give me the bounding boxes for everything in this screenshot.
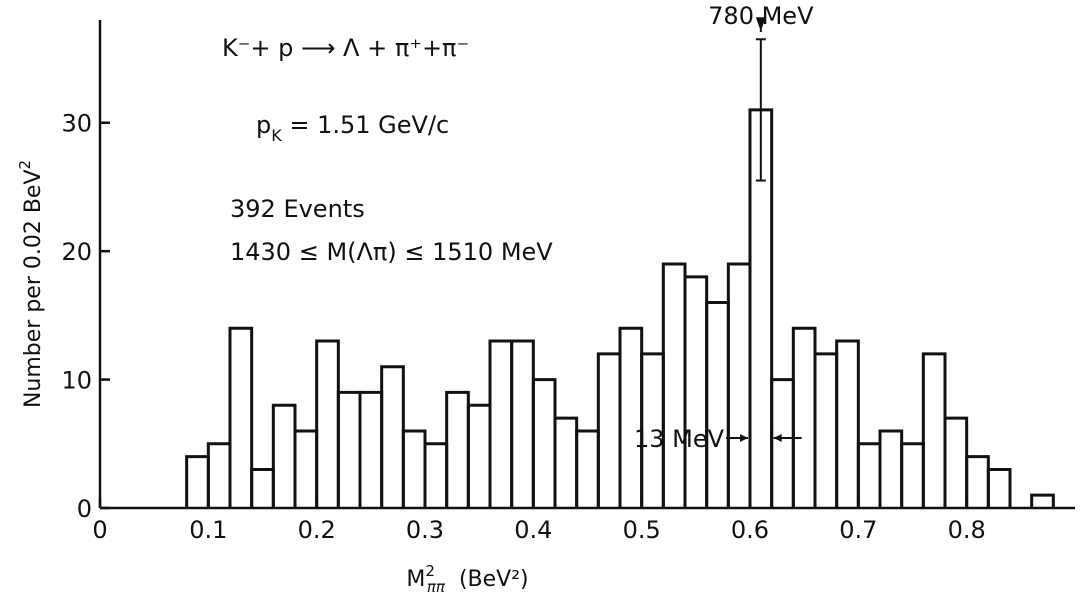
histogram-bar: [423, 442, 449, 508]
x-tick-label: 0: [92, 516, 107, 544]
histogram-bar: [726, 262, 752, 508]
x-tick-label: 0.1: [189, 516, 227, 544]
histogram-bar: [488, 339, 514, 508]
histogram-bar: [336, 390, 362, 508]
resolution-label: 13 MeV: [634, 425, 725, 453]
y-tick-label: 0: [77, 495, 92, 523]
x-tick-label: 0.6: [731, 516, 769, 544]
histogram-bar: [553, 416, 579, 508]
x-axis-title: M2 ππ (BeV²): [406, 562, 528, 595]
histogram-bar: [965, 455, 990, 508]
histogram-bar: [575, 429, 600, 508]
histogram-bar: [770, 378, 795, 508]
histogram-bar: [921, 352, 947, 508]
histogram-bar: [900, 442, 925, 508]
histogram-bar: [466, 403, 492, 508]
histogram-bar: [705, 301, 730, 508]
histogram-bar: [835, 339, 860, 508]
x-tick-label: 0.4: [514, 516, 552, 544]
histogram-bar: [401, 429, 427, 508]
reaction-label: K⁻+ p ⟶ Λ + π⁺+π⁻: [222, 34, 469, 62]
resolution-arrow-left-head: [740, 434, 748, 442]
histogram-bar: [531, 378, 557, 508]
resolution-annotation: 13 MeV: [634, 422, 802, 454]
peak-arrow-head: [755, 17, 766, 32]
histogram-marks: [185, 38, 1055, 508]
histogram-bar: [683, 275, 709, 508]
y-tick-label: 30: [61, 110, 92, 138]
histogram-bar: [596, 352, 622, 508]
histogram-bar: [986, 467, 1012, 508]
histogram-bar: [380, 365, 405, 508]
histogram-bar: [618, 326, 644, 508]
ticks: 0 0.1 0.2 0.3 0.4 0.5 0.6 0.7 0.8 0 10 20 30: [61, 110, 985, 544]
histogram-bar: [445, 390, 470, 508]
histogram-bar: [250, 467, 275, 508]
histogram-bar: [813, 352, 839, 508]
histogram-bar: [510, 339, 535, 508]
histogram-bar: [185, 455, 210, 508]
momentum-label: pK = 1.51 GeV/c: [256, 111, 449, 145]
peak-annotation: 780 MeV: [708, 2, 814, 32]
histogram-bar: [315, 339, 340, 508]
x-tick-label: 0.7: [839, 516, 877, 544]
histogram-bar: [856, 442, 882, 508]
events-label: 392 Events: [230, 195, 365, 223]
histogram-bar: [878, 429, 904, 508]
histogram-bar: [661, 262, 687, 508]
y-tick-label: 20: [61, 238, 92, 266]
y-tick-label: 10: [61, 367, 92, 395]
histogram-bar: [791, 326, 817, 508]
axes: [98, 20, 1075, 510]
x-tick-label: 0.8: [948, 516, 986, 544]
mass-cut-label: 1430 ≤ M(Λπ) ≤ 1510 MeV: [230, 238, 553, 266]
resolution-arrow-right-head: [773, 434, 782, 442]
histogram-bar: [206, 442, 232, 508]
y-axis-title: Number per 0.02 BeV2: [16, 160, 46, 408]
x-tick-label: 0.5: [623, 516, 661, 544]
x-tick-label: 0.3: [406, 516, 444, 544]
x-tick-label: 0.2: [298, 516, 336, 544]
histogram-bar: [1030, 493, 1055, 508]
histogram-bar: [943, 416, 969, 508]
histogram-bar: [228, 326, 254, 508]
histogram-bar: [293, 429, 319, 508]
histogram-bar: [358, 390, 384, 508]
histogram-bar: [271, 403, 297, 508]
